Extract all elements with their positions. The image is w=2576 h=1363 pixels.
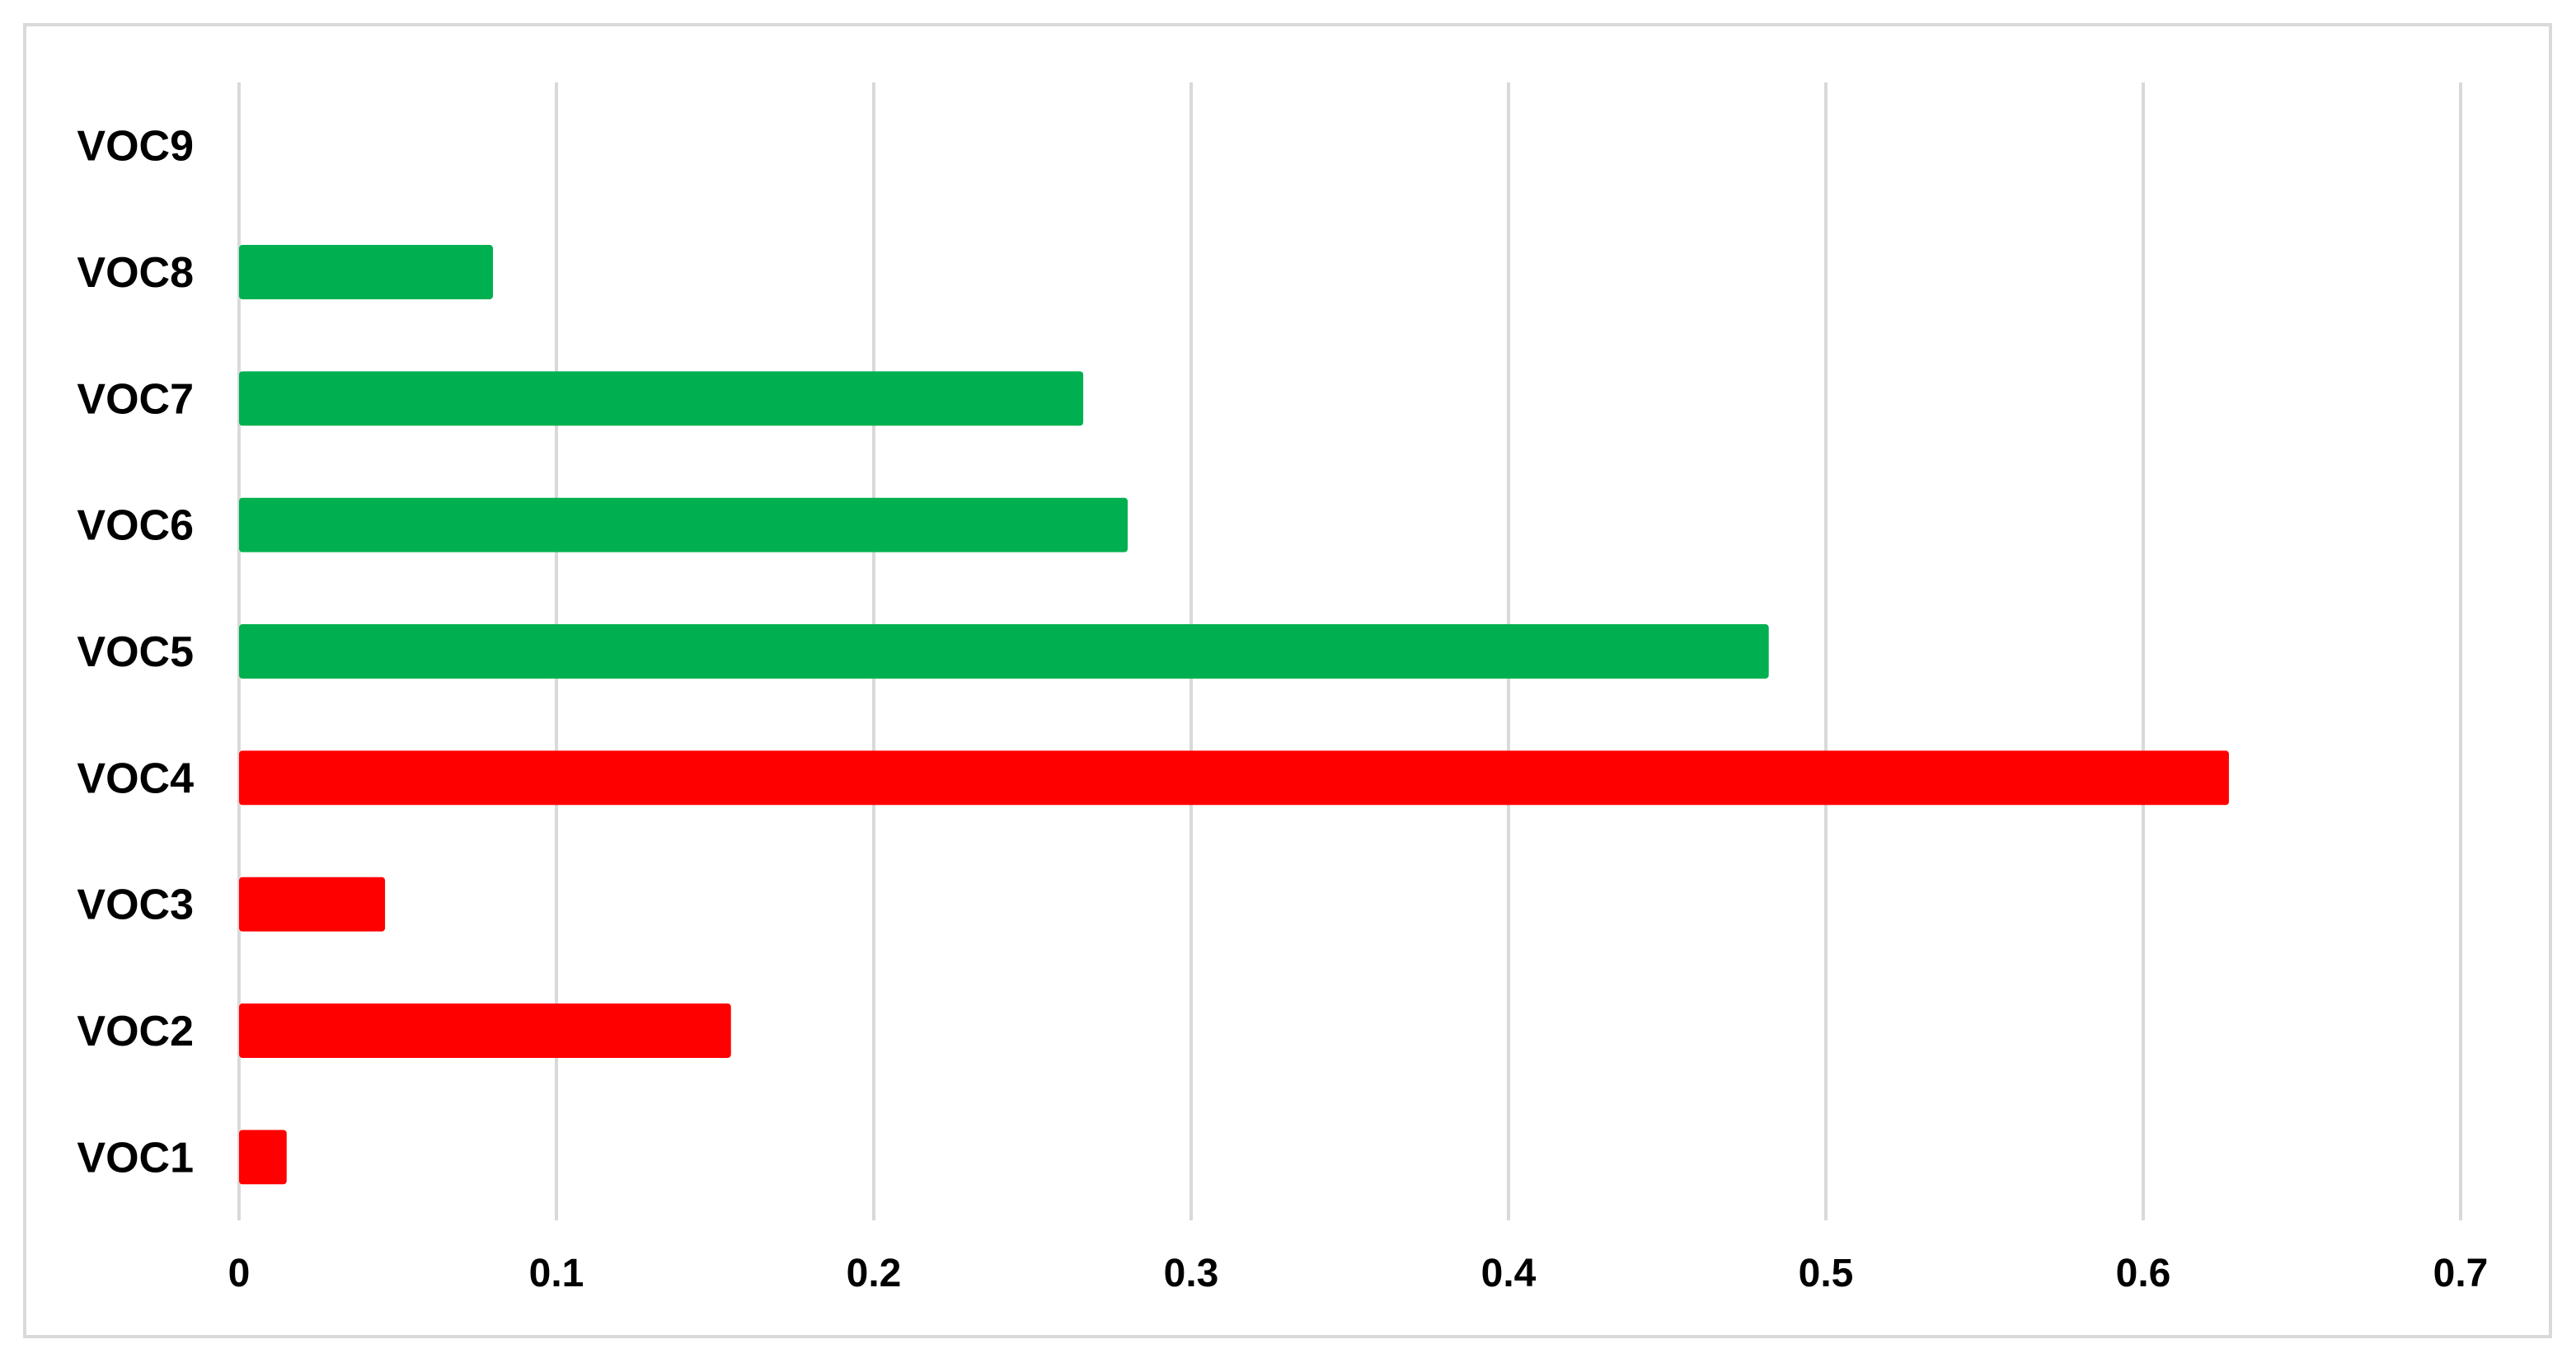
- bar-voc4: [239, 750, 2229, 806]
- bar-voc8: [239, 245, 493, 299]
- category-label-voc9: VOC9: [77, 123, 194, 171]
- category-label-voc1: VOC1: [77, 1134, 194, 1182]
- category-label-voc4: VOC4: [77, 754, 194, 802]
- chart-frame: [23, 23, 2552, 1338]
- x-tick-label: 0.4: [1481, 1252, 1537, 1295]
- bar-voc6: [239, 497, 1128, 552]
- x-tick-label: 0.2: [847, 1252, 902, 1295]
- bar-voc3: [239, 877, 386, 932]
- x-tick-label: 0: [228, 1252, 251, 1295]
- x-tick-labels: 0 0.1 0.2 0.3 0.4 0.5 0.6 0.7: [228, 1252, 2489, 1295]
- bar-voc1: [239, 1130, 287, 1185]
- bars: [239, 245, 2229, 1185]
- category-label-voc7: VOC7: [77, 375, 194, 423]
- category-label-voc3: VOC3: [77, 881, 194, 929]
- bar-voc2: [239, 1003, 731, 1058]
- x-tick-label: 0.3: [1164, 1252, 1219, 1295]
- bar-voc5: [239, 624, 1769, 679]
- category-label-voc2: VOC2: [77, 1008, 194, 1055]
- x-tick-label: 0.1: [529, 1252, 584, 1295]
- category-labels: VOC1 VOC2 VOC3 VOC4 VOC5 VOC6 VOC7 VOC8 VOC9: [77, 123, 194, 1182]
- x-tick-label: 0.7: [2433, 1252, 2489, 1295]
- category-label-voc6: VOC6: [77, 502, 194, 550]
- bar-voc7: [239, 371, 1084, 426]
- x-tick-label: 0.5: [1799, 1252, 1854, 1295]
- category-label-voc8: VOC8: [77, 249, 194, 297]
- category-label-voc5: VOC5: [77, 628, 194, 676]
- x-tick-label: 0.6: [2116, 1252, 2171, 1295]
